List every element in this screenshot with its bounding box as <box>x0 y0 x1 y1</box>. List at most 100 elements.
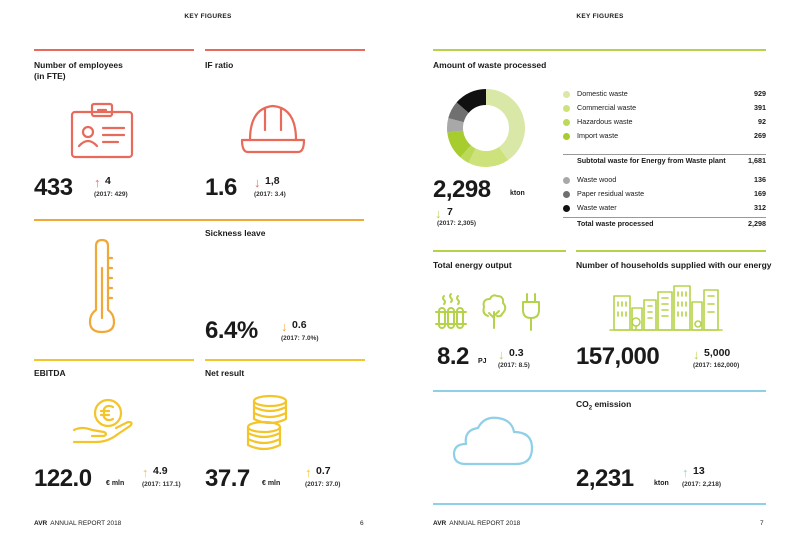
left-page-number: 6 <box>360 520 364 527</box>
ebitda-rule <box>34 359 194 361</box>
employees-delta: 4 <box>105 175 111 187</box>
legend-value: 169 <box>754 189 766 198</box>
legend-name: Hazardous waste <box>577 117 633 126</box>
sickness-arrow: ↓ <box>281 319 288 334</box>
legend-dot <box>563 177 570 184</box>
waste-label: Amount of waste processed <box>433 60 547 70</box>
waste-previous: (2017: 2,305) <box>437 220 477 227</box>
ebitda-arrow: ↑ <box>142 465 149 480</box>
plug-icon <box>522 293 540 331</box>
co2-previous: (2017: 2,218) <box>682 481 722 488</box>
ebitda-value: 122.0 <box>34 465 92 492</box>
donut-segment <box>460 145 476 163</box>
net-result-previous: (2017: 37.0) <box>305 481 341 488</box>
waste-legend-item: Domestic waste 929 <box>563 88 766 102</box>
waste-legend-item: Paper residual waste 169 <box>563 188 766 202</box>
id-badge-icon <box>70 102 134 159</box>
employees-previous: (2017: 429) <box>94 191 128 198</box>
co2-arrow: ↑ <box>682 465 689 480</box>
right-footer: AVR ANNUAL REPORT 2018 <box>433 520 521 527</box>
donut-segment <box>447 130 472 158</box>
energy-arrow: ↓ <box>498 347 505 362</box>
waste-legend-item: Waste wood 136 <box>563 174 766 188</box>
households-arrow: ↓ <box>693 347 700 362</box>
waste-legend-item: Hazardous waste 92 <box>563 116 766 130</box>
co2-delta: 13 <box>693 465 705 477</box>
waste-unit: kton <box>510 190 525 197</box>
waste-total-row: Total waste processed 2,298 <box>563 217 766 232</box>
waste-donut-chart <box>447 89 525 167</box>
energy-label: Total energy output <box>433 260 512 270</box>
if-ratio-label: IF ratio <box>205 60 234 70</box>
donut-segment <box>485 89 525 161</box>
legend-value: 391 <box>754 103 766 112</box>
thermometer-icon <box>88 238 116 334</box>
energy-value: 8.2 <box>437 343 469 370</box>
legend-name: Paper residual waste <box>577 189 645 198</box>
legend-name: Import waste <box>577 131 619 140</box>
legend-dot <box>563 119 570 126</box>
ebitda-delta: 4.9 <box>153 465 168 477</box>
donut-segment <box>456 89 487 114</box>
legend-value: 136 <box>754 175 766 184</box>
energy-previous: (2017: 8.5) <box>498 362 530 369</box>
households-delta: 5,000 <box>704 347 731 359</box>
net-result-rule <box>205 359 365 361</box>
city-skyline-icon <box>609 285 723 331</box>
waste-legend-item: Commercial waste 391 <box>563 102 766 116</box>
legend-value: 269 <box>754 131 766 140</box>
if-ratio-rule <box>205 49 365 51</box>
energy-rule <box>433 250 566 252</box>
ebitda-label: EBITDA <box>34 368 66 378</box>
employees-rule <box>34 49 194 51</box>
waste-legend-item: Import waste 269 <box>563 130 766 144</box>
net-result-value: 37.7 <box>205 465 250 492</box>
legend-dot <box>563 91 570 98</box>
coin-stack-icon <box>246 394 288 451</box>
right-page-number: 7 <box>760 520 764 527</box>
right-page-header: KEY FIGURES <box>576 13 624 20</box>
donut-segment <box>468 146 509 167</box>
waste-rule <box>433 49 766 51</box>
legend-name: Commercial waste <box>577 103 637 112</box>
tree-icon <box>482 294 507 329</box>
left-page-header: KEY FIGURES <box>184 13 232 20</box>
ebitda-unit: € mln <box>106 480 125 487</box>
radiator-icon <box>435 293 467 329</box>
employees-arrow: ↑ <box>94 175 101 190</box>
euro-coin-hand-icon <box>72 398 133 444</box>
waste-legend-item: Waste water 312 <box>563 202 766 216</box>
legend-name: Waste water <box>577 203 617 212</box>
legend-dot <box>563 105 570 112</box>
co2-unit: kton <box>654 480 669 487</box>
energy-unit: PJ <box>478 358 487 365</box>
bottom-rule <box>433 503 766 505</box>
legend-dot <box>563 205 570 212</box>
net-result-unit: € mln <box>262 480 281 487</box>
if-ratio-previous: (2017: 3.4) <box>254 191 286 198</box>
if-ratio-delta: 1,8 <box>265 175 280 187</box>
legend-name: Domestic waste <box>577 89 628 98</box>
legend-dot <box>563 191 570 198</box>
hard-hat-icon <box>240 104 306 154</box>
sickness-delta: 0.6 <box>292 319 307 331</box>
co2-rule <box>433 390 766 392</box>
households-previous: (2017: 162,000) <box>693 362 740 369</box>
donut-segment <box>447 118 464 133</box>
waste-subtotal-row: Subtotal waste for Energy from Waste pla… <box>563 154 766 169</box>
sickness-previous: (2017: 7.0%) <box>281 335 319 342</box>
legend-value: 92 <box>758 117 766 126</box>
energy-delta: 0.3 <box>509 347 524 359</box>
households-value: 157,000 <box>576 343 660 370</box>
legend-value: 312 <box>754 203 766 212</box>
net-result-delta: 0.7 <box>316 465 331 477</box>
ebitda-previous: (2017: 117.1) <box>142 481 181 488</box>
waste-delta: 7 <box>447 206 453 218</box>
sickness-value: 6.4% <box>205 317 258 344</box>
legend-name: Waste wood <box>577 175 617 184</box>
employees-label: Number of employees (in FTE) <box>34 60 123 81</box>
waste-value: 2,298 <box>433 176 491 203</box>
employees-value: 433 <box>34 174 73 201</box>
legend-dot <box>563 133 570 140</box>
if-ratio-value: 1.6 <box>205 174 237 201</box>
